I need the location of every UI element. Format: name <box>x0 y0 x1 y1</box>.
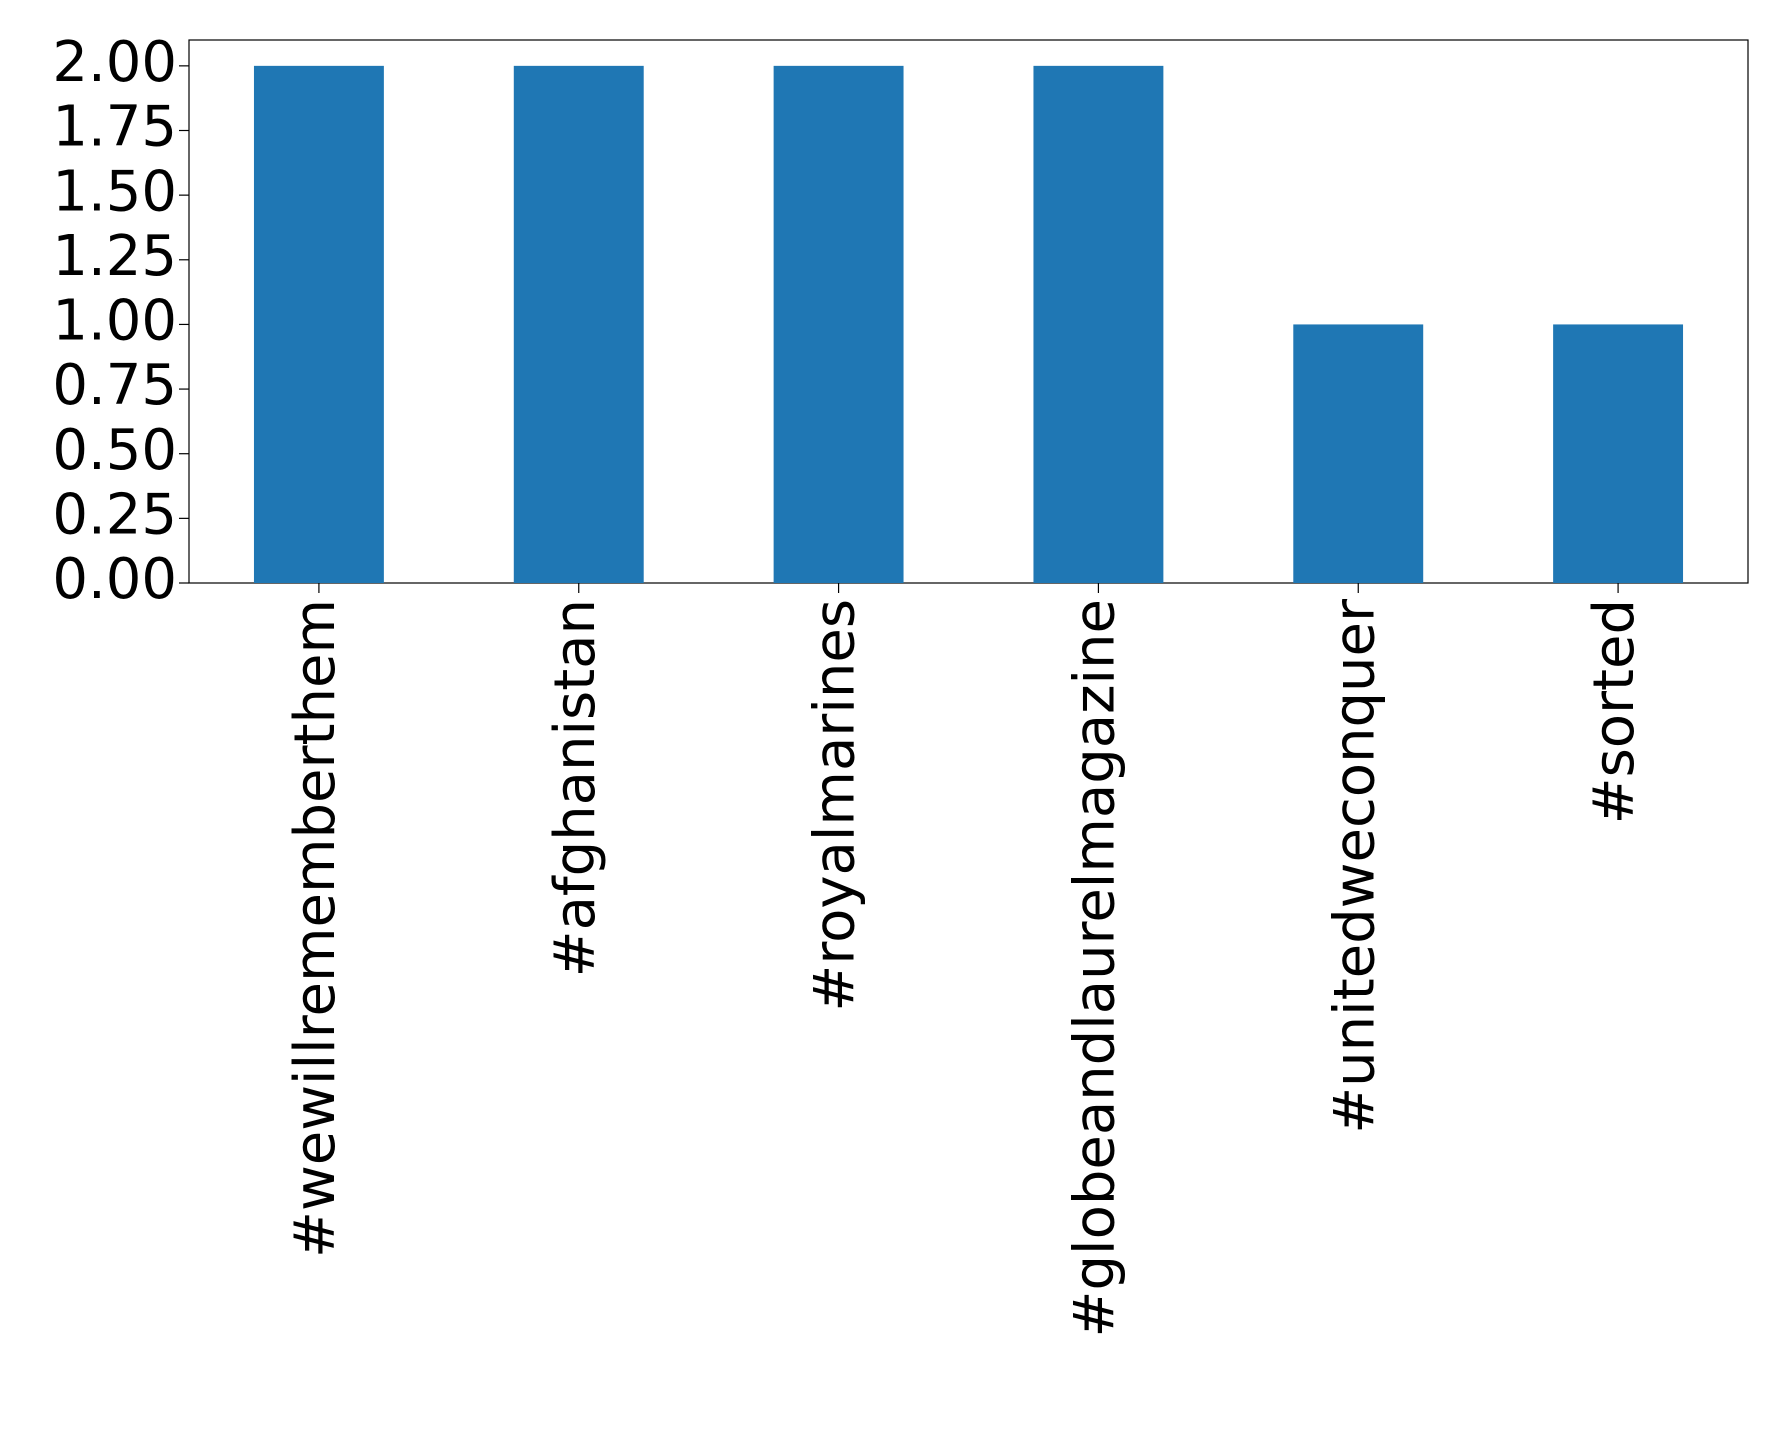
x-tick-label: #globeandlaurelmagazine <box>1063 599 1128 1337</box>
x-tick-label: #wewillrememberthem <box>283 599 348 1258</box>
y-tick-label: 1.00 <box>52 289 177 354</box>
x-tick-label: #sorted <box>1582 599 1647 824</box>
y-tick-label: 0.75 <box>52 353 177 418</box>
x-tick-label: #afghanistan <box>543 599 608 977</box>
bar <box>1293 324 1424 583</box>
bar <box>1033 65 1164 584</box>
bar <box>773 65 904 584</box>
y-tick-label: 1.50 <box>52 159 177 224</box>
y-tick-label: 0.50 <box>52 418 177 483</box>
x-tick-label: #unitedweconquer <box>1322 598 1387 1134</box>
x-tick-label: #royalmarines <box>803 599 868 1012</box>
y-tick-label: 1.25 <box>52 224 177 289</box>
y-tick-label: 2.00 <box>52 30 177 95</box>
bar <box>1553 324 1684 583</box>
y-tick-label: 0.25 <box>52 482 177 547</box>
y-tick-label: 0.00 <box>52 547 177 612</box>
bar <box>513 65 644 584</box>
y-tick-label: 1.75 <box>52 95 177 160</box>
plot-frame <box>188 39 1749 584</box>
bar <box>253 65 384 584</box>
